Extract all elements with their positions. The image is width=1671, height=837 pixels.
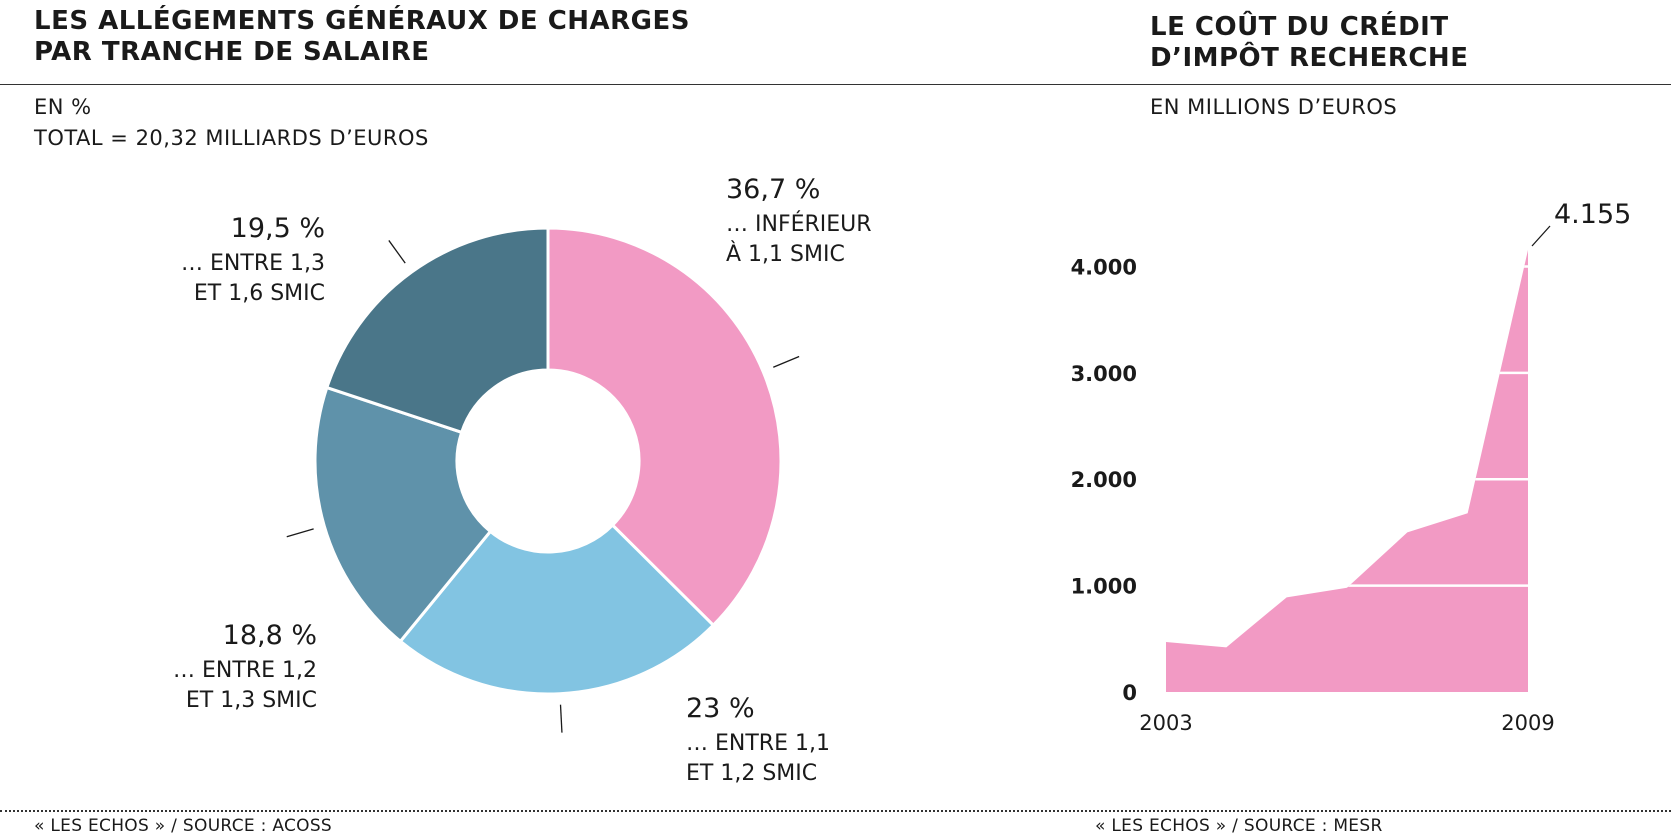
slice-category-label-3-1: … ENTRE 1,2 bbox=[173, 658, 317, 683]
donut-chart: 36,7 % … INFÉRIEUR À 1,1 SMIC 23 % … ENTRE 1… bbox=[173, 174, 872, 786]
slice-value-label-4: 19,5 % bbox=[231, 213, 325, 244]
left-source-note: « LES ECHOS » / SOURCE : ACOSS bbox=[34, 816, 333, 836]
slice-leader-line-4 bbox=[388, 240, 406, 264]
slice-leader-line-3 bbox=[286, 528, 314, 538]
right-source-note: « LES ECHOS » / SOURCE : MESR bbox=[1095, 816, 1383, 836]
slice-category-label-3-2: ET 1,3 SMIC bbox=[186, 688, 317, 713]
slice-value-label-2: 23 % bbox=[686, 693, 755, 724]
right-chart-title: LE COÛT DU CRÉDIT D’IMPÔT RECHERCHE bbox=[1150, 12, 1469, 73]
y-tick-label-2000: 2.000 bbox=[1071, 468, 1137, 492]
slice-category-label-4-1: … ENTRE 1,3 bbox=[181, 251, 325, 276]
slice-category-label-1-2: À 1,1 SMIC bbox=[726, 241, 845, 267]
y-tick-label-3000: 3.000 bbox=[1071, 362, 1137, 386]
slice-value-label-3: 18,8 % bbox=[223, 620, 317, 651]
y-tick-label-1000: 1.000 bbox=[1071, 575, 1137, 599]
peak-annotation-leader bbox=[1531, 225, 1551, 247]
donut-slice-1 bbox=[546, 226, 783, 628]
title-divider bbox=[0, 84, 1671, 85]
x-tick-label-first: 2003 bbox=[1139, 711, 1192, 735]
slice-category-label-4-2: ET 1,6 SMIC bbox=[194, 281, 325, 306]
donut-slice-4 bbox=[324, 226, 550, 435]
slice-leader-line-1 bbox=[773, 355, 800, 368]
slice-value-label-1: 36,7 % bbox=[726, 174, 820, 205]
footer-dotted-divider bbox=[0, 810, 1671, 812]
y-tick-label-4000: 4.000 bbox=[1071, 255, 1137, 279]
slice-category-label-2-2: ET 1,2 SMIC bbox=[686, 761, 817, 786]
area-series bbox=[1166, 250, 1528, 692]
left-chart-title: LES ALLÉGEMENTS GÉNÉRAUX DE CHARGES PAR … bbox=[34, 6, 691, 67]
left-chart-total: TOTAL = 20,32 MILLIARDS D’EUROS bbox=[34, 126, 429, 150]
x-tick-label-last: 2009 bbox=[1501, 711, 1554, 735]
donut-slice-3 bbox=[313, 385, 493, 644]
donut-slice-2 bbox=[398, 523, 716, 696]
y-tick-label-0: 0 bbox=[1122, 681, 1137, 705]
slice-category-label-2-1: … ENTRE 1,1 bbox=[686, 731, 830, 756]
right-chart-unit: EN MILLIONS D’EUROS bbox=[1150, 95, 1398, 119]
slice-leader-line-2 bbox=[559, 704, 563, 733]
peak-value-annotation: 4.155 bbox=[1554, 199, 1631, 230]
left-chart-unit: EN % bbox=[34, 95, 92, 119]
area-chart: 0 1.000 2.000 3.000 4.000 2003 2009 4.155 bbox=[1071, 199, 1632, 735]
slice-category-label-1-1: … INFÉRIEUR bbox=[726, 211, 872, 237]
